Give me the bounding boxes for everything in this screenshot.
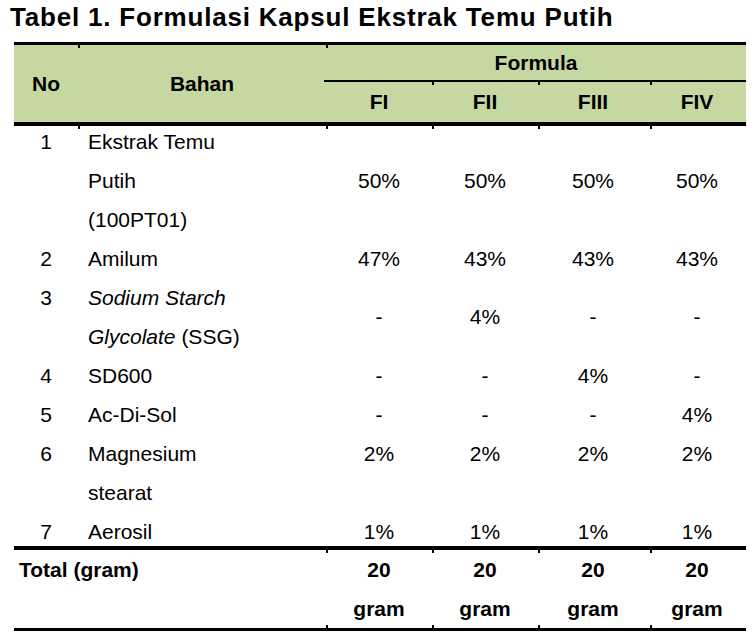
column-header-fiv: FIV bbox=[648, 82, 746, 122]
row-number: 5 bbox=[14, 395, 78, 434]
page: Tabel 1. Formulasi Kapsul Ekstrak Temu P… bbox=[0, 0, 754, 634]
value-cell: 50% bbox=[648, 122, 746, 239]
value-cell: 43% bbox=[432, 239, 538, 278]
rule-tick bbox=[78, 122, 80, 129]
column-header-no: No bbox=[14, 45, 78, 122]
rule-tick bbox=[432, 546, 434, 553]
row-number: 1 bbox=[14, 122, 78, 161]
bahan-text: (SSG) bbox=[176, 325, 240, 348]
value-cell: - bbox=[326, 278, 432, 356]
rule-tick bbox=[432, 80, 434, 85]
value-cell: - bbox=[326, 356, 432, 395]
bahan-text: Magnesium stearat bbox=[88, 442, 197, 504]
total-value-cell: 20 gram bbox=[538, 550, 648, 628]
rule-tick bbox=[432, 122, 434, 129]
rule-tick bbox=[432, 625, 434, 631]
total-value-cell: 20 gram bbox=[326, 550, 432, 628]
value-cell: - bbox=[648, 278, 746, 356]
rule-tick bbox=[326, 42, 328, 48]
bahan-cell: Magnesium stearat bbox=[88, 434, 324, 512]
value-cell: 50% bbox=[326, 122, 432, 239]
value-cell: - bbox=[538, 278, 648, 356]
row-number: 4 bbox=[14, 356, 78, 395]
total-value-cell: 20 gram bbox=[432, 550, 538, 628]
total-label: Total (gram) bbox=[14, 550, 314, 589]
bahan-text: Amilum bbox=[88, 247, 158, 270]
total-value-cell: 20 gram bbox=[648, 550, 746, 628]
rule-tick bbox=[326, 122, 328, 129]
value-cell: 50% bbox=[538, 122, 648, 239]
value-cell: - bbox=[432, 395, 538, 434]
column-header-bahan: Bahan bbox=[78, 45, 326, 122]
bahan-cell: Sodium Starch Glycolate (SSG) bbox=[88, 278, 324, 356]
value-cell: - bbox=[326, 395, 432, 434]
bahan-text: Aerosil bbox=[88, 520, 152, 543]
value-cell: 47% bbox=[326, 239, 432, 278]
bahan-text: SD600 bbox=[88, 364, 152, 387]
rule-tick bbox=[650, 625, 652, 631]
rule-tick bbox=[326, 546, 328, 553]
value-cell: 4% bbox=[538, 356, 648, 395]
bahan-cell: SD600 bbox=[88, 356, 324, 395]
value-cell: - bbox=[432, 356, 538, 395]
column-header-formula: Formula bbox=[326, 45, 746, 81]
bahan-text: Ekstrak Temu Putih (100PT01) bbox=[88, 130, 215, 231]
bahan-cell: Ac-Di-Sol bbox=[88, 395, 324, 434]
rule-tick bbox=[650, 80, 652, 85]
value-cell: 2% bbox=[432, 434, 538, 473]
value-cell: 2% bbox=[648, 434, 746, 473]
column-header-fii: FII bbox=[432, 82, 538, 122]
rule-tick bbox=[326, 625, 328, 631]
value-cell: 43% bbox=[538, 239, 648, 278]
bahan-cell: Amilum bbox=[88, 239, 324, 278]
bahan-text: Ac-Di-Sol bbox=[88, 403, 177, 426]
row-number: 2 bbox=[14, 239, 78, 278]
rule-tick bbox=[538, 625, 540, 631]
row-number: 3 bbox=[14, 278, 78, 317]
value-cell: 4% bbox=[648, 395, 746, 434]
column-header-fiii: FIII bbox=[538, 82, 648, 122]
rule-bottom bbox=[14, 628, 746, 631]
value-cell: - bbox=[648, 356, 746, 395]
rule-tick bbox=[538, 80, 540, 85]
value-cell: - bbox=[538, 395, 648, 434]
value-cell: 4% bbox=[432, 278, 538, 356]
value-cell: 43% bbox=[648, 239, 746, 278]
table-caption: Tabel 1. Formulasi Kapsul Ekstrak Temu P… bbox=[10, 0, 614, 34]
value-cell: 2% bbox=[538, 434, 648, 473]
bahan-cell: Ekstrak Temu Putih (100PT01) bbox=[88, 122, 324, 239]
rule-tick bbox=[538, 546, 540, 553]
rule-tick bbox=[78, 42, 80, 48]
row-number: 6 bbox=[14, 434, 78, 473]
rule-tick bbox=[650, 122, 652, 129]
column-header-fi: FI bbox=[326, 82, 432, 122]
rule-tick bbox=[650, 546, 652, 553]
value-cell: 50% bbox=[432, 122, 538, 239]
value-cell: 2% bbox=[326, 434, 432, 473]
rule-tick bbox=[538, 122, 540, 129]
